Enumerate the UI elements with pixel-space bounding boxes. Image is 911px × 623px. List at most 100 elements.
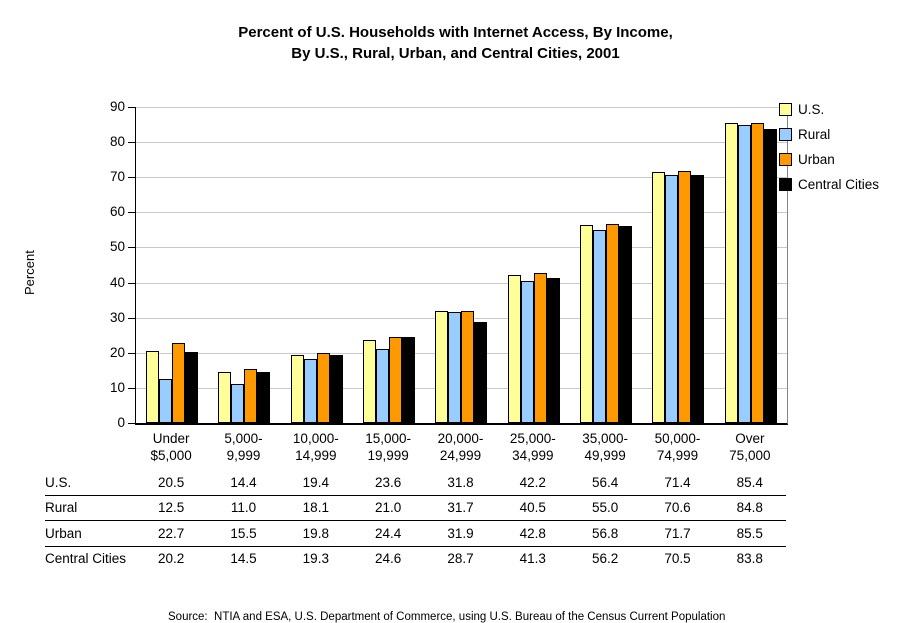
y-tick-label: 70	[109, 169, 125, 185]
y-axis-tick	[128, 353, 135, 354]
bar-group	[208, 107, 280, 423]
bar	[724, 123, 738, 423]
table-cell: 24.4	[375, 525, 402, 541]
table-cell: 14.4	[230, 474, 257, 490]
table-cell: 83.8	[736, 551, 763, 567]
table-row: Urban 22.7 15.5 19.8 24.4 31.9 42.8 56.8 71.7 85.…	[45, 521, 786, 547]
bar	[389, 337, 403, 423]
bar-group	[281, 107, 353, 423]
chart-title: Percent of U.S. Households with Internet…	[0, 22, 911, 64]
gridline	[136, 247, 787, 248]
x-axis-label: Under $5,000	[150, 431, 192, 463]
legend-label: Central Cities	[798, 177, 880, 192]
bar	[652, 172, 666, 423]
bar	[448, 311, 462, 423]
bar-group	[642, 107, 714, 423]
table-cell: 42.8	[519, 525, 546, 541]
bar	[606, 223, 620, 423]
bar-group	[353, 107, 425, 423]
y-tick-label: 90	[109, 99, 125, 114]
legend-item: Rural	[779, 126, 879, 143]
bar	[185, 352, 199, 423]
y-axis-tick	[128, 318, 135, 319]
bar	[146, 351, 160, 423]
table-cell: 85.4	[736, 474, 763, 490]
y-axis-tick	[128, 212, 135, 213]
y-axis-title: Percent	[22, 250, 37, 295]
gridline	[136, 212, 787, 213]
x-axis-label: 10,000- 14,999	[292, 431, 339, 463]
bar	[257, 372, 271, 423]
source-note: Source: NTIA and ESA, U.S. Department of…	[168, 575, 788, 623]
y-tick-label: 60	[109, 204, 125, 220]
y-axis-tick	[128, 388, 135, 389]
y-tick-label: 0	[117, 415, 125, 430]
gridline	[136, 283, 787, 284]
y-axis-tick	[128, 283, 135, 284]
bar	[520, 280, 534, 423]
bar	[737, 125, 751, 423]
bar	[593, 229, 607, 423]
gridline	[136, 177, 787, 178]
bar	[172, 343, 186, 423]
bar	[376, 349, 390, 423]
y-axis-tick	[128, 107, 135, 108]
bar-group	[425, 107, 497, 423]
table-row: Rural 12.5 11.0 18.1 21.0 31.7 40.5 55.0 70.6 84.…	[45, 496, 786, 521]
bar-group	[570, 107, 642, 423]
table-cell: 20.5	[158, 474, 185, 490]
bar-group	[715, 107, 787, 423]
bar	[546, 278, 560, 423]
bar	[316, 353, 330, 423]
bar	[580, 224, 594, 423]
table-cell: 11.0	[230, 500, 257, 516]
data-table: U.S. 20.5 14.4 19.4 23.6 31.8 42.2 56.4 71.4 85.4…	[45, 470, 786, 571]
bar	[474, 322, 488, 423]
y-tick-label: 50	[109, 239, 125, 255]
plot-area	[135, 107, 788, 425]
x-axis-label: 5,000- 9,999	[224, 431, 263, 463]
gridline	[136, 142, 787, 143]
x-axis-label: 50,000- 74,999	[654, 431, 701, 463]
bar	[678, 171, 692, 423]
x-axis-label: 20,000- 24,999	[437, 431, 484, 463]
table-cell: 40.5	[519, 500, 546, 516]
bar	[665, 175, 679, 423]
bar	[461, 311, 475, 423]
y-tick-label: 10	[109, 379, 125, 395]
table-cell: 71.7	[664, 525, 691, 541]
table-cell: 31.9	[447, 525, 474, 541]
chart-title-line1: Percent of U.S. Households with Internet…	[238, 24, 673, 41]
row-label: U.S.	[45, 474, 72, 490]
bar	[303, 359, 317, 423]
table-cell: 15.5	[230, 525, 257, 541]
bar	[290, 354, 304, 423]
y-axis-tick	[128, 423, 135, 424]
table-cell: 28.7	[447, 551, 474, 567]
legend-label: U.S.	[798, 102, 825, 117]
legend-label: Urban	[798, 152, 835, 167]
table-cell: 56.8	[591, 525, 619, 541]
table-cell: 19.8	[302, 525, 329, 541]
y-axis-tick	[128, 247, 135, 248]
source-note-line1: Source: NTIA and ESA, U.S. Department of…	[168, 611, 726, 623]
row-label: Rural	[45, 500, 78, 516]
y-tick-label: 40	[109, 274, 125, 290]
bar-group	[498, 107, 570, 423]
gridline	[136, 107, 787, 108]
table-cell: 23.6	[375, 474, 402, 490]
bar	[533, 272, 547, 423]
table-cell: 14.5	[230, 551, 257, 567]
row-label: Urban	[45, 525, 82, 541]
legend-swatch	[779, 153, 792, 166]
y-tick-label: 30	[109, 309, 125, 325]
y-axis-tick	[128, 142, 135, 143]
chart-title-line2: By U.S., Rural, Urban, and Central Citie…	[291, 45, 620, 62]
table-cell: 20.2	[158, 551, 185, 567]
bar	[750, 122, 764, 423]
bar	[619, 225, 633, 423]
table-cell: 21.0	[375, 500, 402, 516]
table-row: Central Cities 20.2 14.5 19.3 24.6 28.7 41.3 56…	[45, 547, 786, 572]
table-cell: 56.4	[591, 474, 619, 490]
